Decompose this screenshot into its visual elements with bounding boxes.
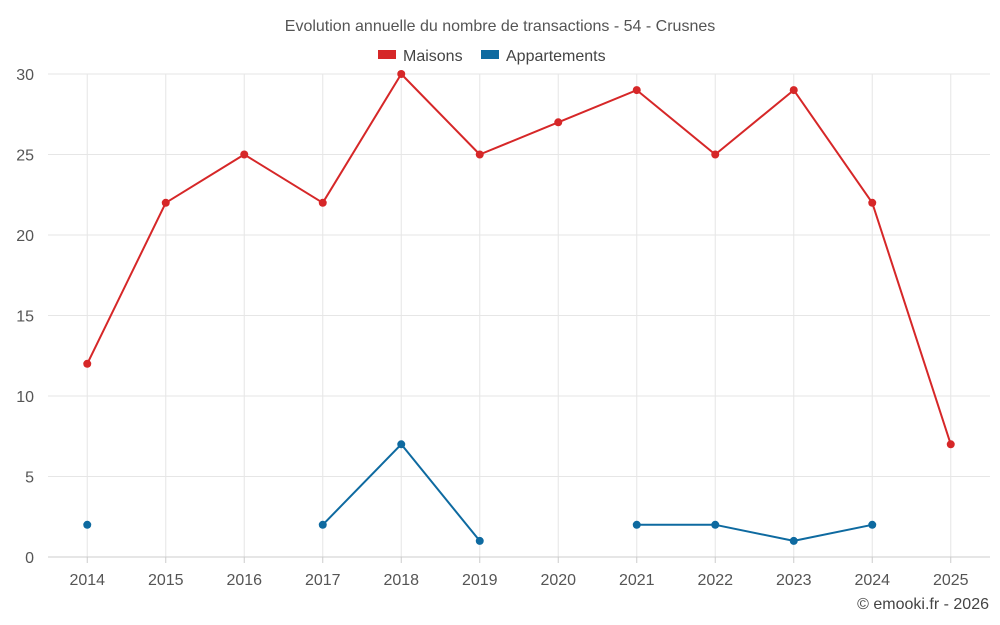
- y-tick-label: 20: [16, 228, 34, 245]
- x-tick-label: 2021: [619, 572, 655, 589]
- data-point-appartements[interactable]: [868, 520, 877, 529]
- data-point-maisons[interactable]: [554, 118, 563, 127]
- data-point-maisons[interactable]: [397, 70, 406, 78]
- data-point-appartements[interactable]: [318, 520, 327, 529]
- legend-label-appartements[interactable]: Appartements: [506, 48, 606, 65]
- x-tick-label: 2019: [462, 572, 498, 589]
- grid: [48, 73, 990, 557]
- legend-swatch-maisons: [378, 50, 396, 59]
- series-maisons: [83, 70, 955, 449]
- data-point-maisons[interactable]: [789, 86, 798, 95]
- x-tick-label: 2015: [148, 572, 184, 589]
- y-tick-label: 15: [16, 309, 34, 326]
- series-line-appartements: [636, 523, 873, 542]
- y-tick-label: 0: [25, 550, 34, 567]
- legend-label-maisons[interactable]: Maisons: [403, 48, 463, 65]
- x-tick-label: 2014: [69, 572, 105, 589]
- y-tick-label: 5: [25, 470, 34, 487]
- x-tick-label: 2025: [933, 572, 969, 589]
- x-tick-label: 2018: [383, 572, 419, 589]
- y-tick-label: 10: [16, 389, 34, 406]
- data-point-maisons[interactable]: [318, 198, 327, 207]
- series: [83, 70, 955, 545]
- data-point-appartements[interactable]: [789, 536, 798, 545]
- y-tick-label: 25: [16, 148, 34, 165]
- x-tick-label: 2020: [540, 572, 576, 589]
- x-tick-label: 2024: [854, 572, 890, 589]
- x-tick-label: 2023: [776, 572, 812, 589]
- legend: Maisons Appartements: [378, 48, 606, 65]
- chart-title: Evolution annuelle du nombre de transact…: [285, 18, 715, 35]
- y-tick-label: 30: [16, 67, 34, 84]
- legend-swatch-appartements: [481, 50, 499, 59]
- series-line-maisons: [86, 73, 952, 445]
- data-point-appartements[interactable]: [475, 536, 484, 545]
- data-point-maisons[interactable]: [161, 198, 170, 207]
- x-tick-label: 2017: [305, 572, 341, 589]
- x-tick-label: 2022: [697, 572, 733, 589]
- credit-text[interactable]: © emooki.fr - 2026: [857, 596, 989, 613]
- data-point-maisons[interactable]: [475, 150, 484, 159]
- data-point-maisons[interactable]: [868, 198, 877, 207]
- x-tick-label: 2016: [226, 572, 262, 589]
- data-point-appartements[interactable]: [711, 520, 720, 529]
- data-point-maisons[interactable]: [83, 359, 92, 368]
- series-appartements: [83, 440, 877, 545]
- data-point-appartements[interactable]: [397, 440, 406, 449]
- data-point-appartements[interactable]: [83, 520, 92, 529]
- data-point-maisons[interactable]: [240, 150, 249, 159]
- data-point-maisons[interactable]: [946, 440, 955, 449]
- data-point-maisons[interactable]: [632, 86, 641, 95]
- data-point-appartements[interactable]: [632, 520, 641, 529]
- data-point-maisons[interactable]: [711, 150, 720, 159]
